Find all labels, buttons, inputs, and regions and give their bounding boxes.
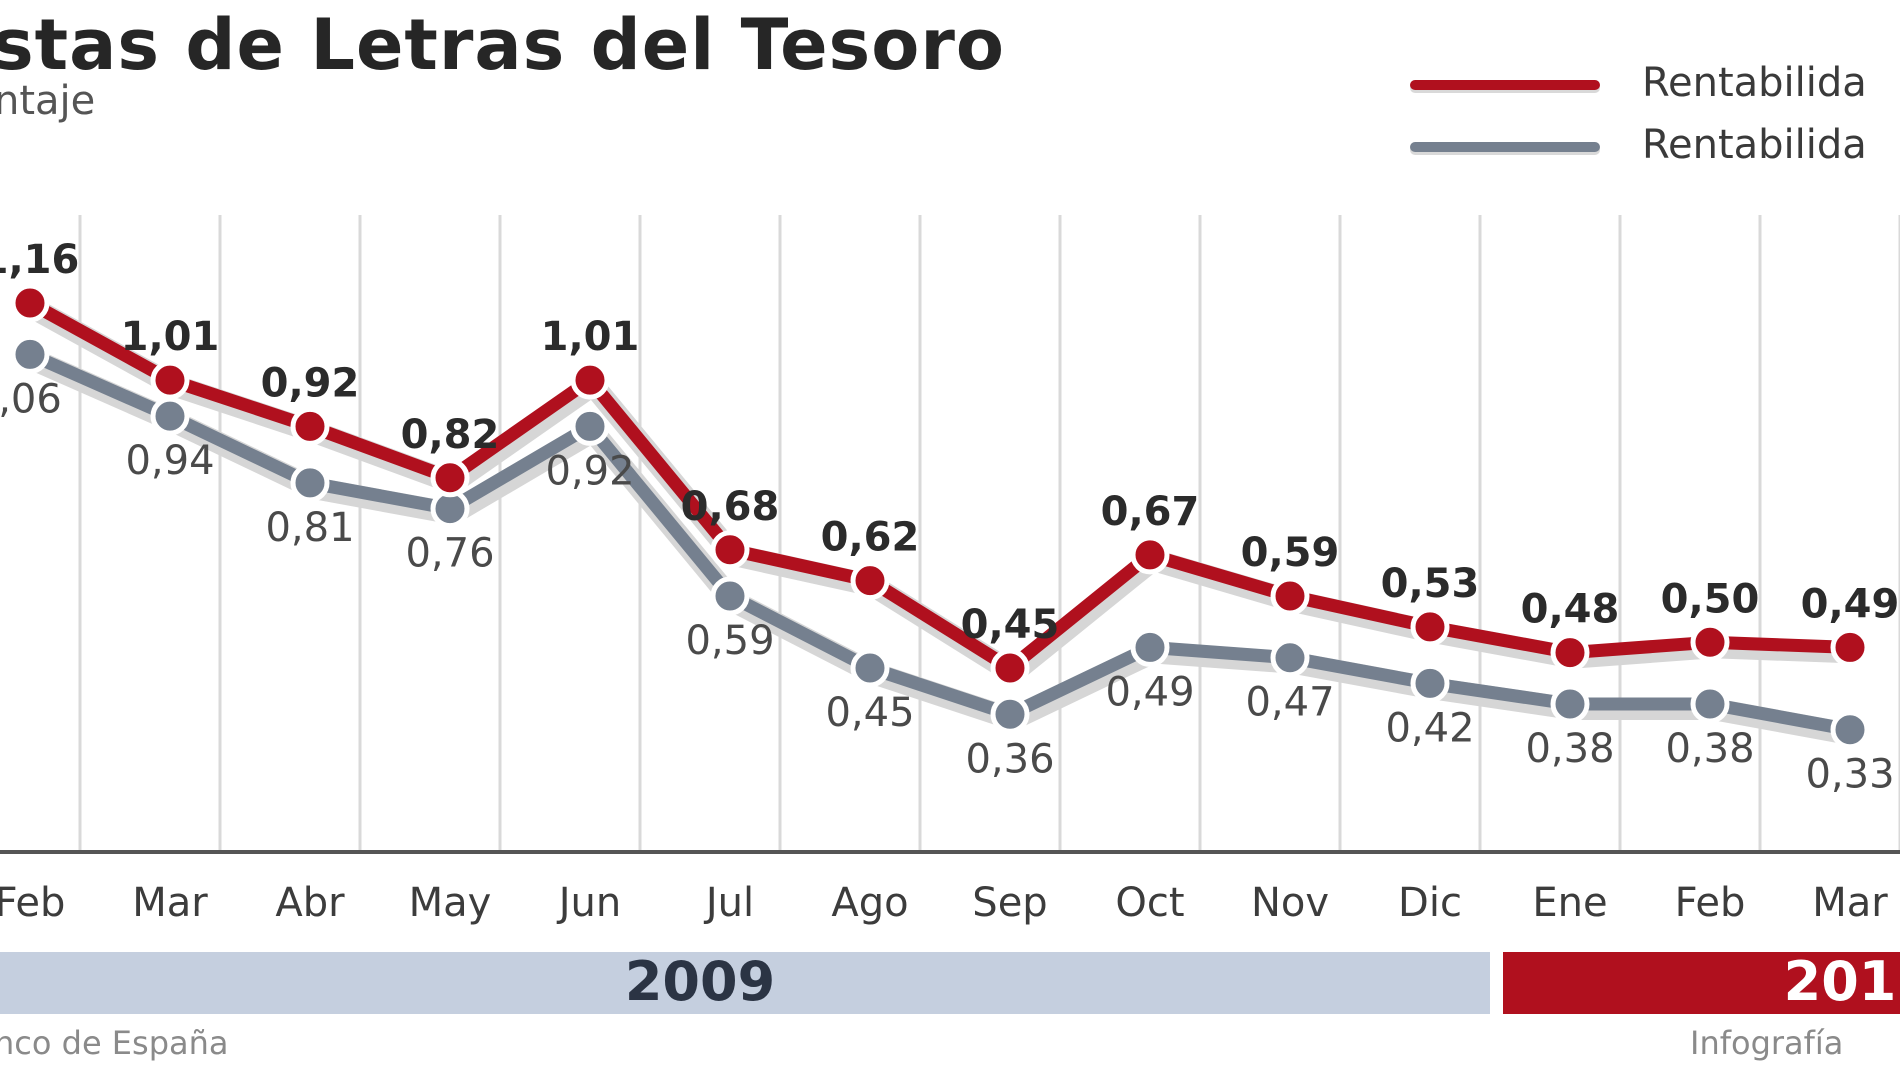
data-label: 1,16	[0, 237, 79, 283]
x-tick-label: Oct	[1115, 880, 1184, 926]
data-label: 0,82	[401, 412, 500, 458]
chart-title: stas de Letras del Tesoro	[0, 4, 1005, 86]
x-tick-label: Abr	[275, 880, 345, 926]
data-point	[290, 463, 330, 503]
data-point	[710, 576, 750, 616]
data-label: 0,67	[1101, 489, 1200, 535]
data-point	[1270, 576, 1310, 616]
data-point	[990, 694, 1030, 734]
year-bands: 2009 201	[0, 950, 1900, 1014]
data-label: 0,92	[261, 360, 360, 406]
x-tick-label: May	[409, 880, 492, 926]
data-point	[990, 648, 1030, 688]
data-point	[1130, 627, 1170, 667]
data-label: 1,01	[121, 314, 220, 360]
data-point	[1410, 663, 1450, 703]
data-label: 0,47	[1245, 680, 1334, 726]
data-point	[1550, 633, 1590, 673]
x-tick-label: Jun	[556, 880, 622, 926]
data-label: 0,38	[1525, 726, 1614, 772]
data-point	[150, 360, 190, 400]
year-label: 2009	[625, 950, 775, 1013]
chart-subtitle: ntaje	[0, 78, 96, 124]
data-point	[850, 648, 890, 688]
data-point	[1830, 627, 1870, 667]
legend-swatch-gray	[1410, 142, 1600, 152]
data-point	[1270, 638, 1310, 678]
year-band	[1503, 952, 1900, 1014]
data-label: 0,76	[405, 531, 494, 577]
x-tick-label: Ago	[831, 880, 908, 926]
data-label: 0,62	[821, 515, 920, 561]
x-tick-label: Mar	[132, 880, 208, 926]
data-point	[570, 406, 610, 446]
data-label: 0,33	[1805, 752, 1894, 798]
data-label: 0,38	[1665, 726, 1754, 772]
data-point	[1410, 607, 1450, 647]
x-tick-label: Feb	[0, 880, 65, 926]
data-point	[850, 561, 890, 601]
series-line	[23, 347, 1857, 737]
data-point	[290, 406, 330, 446]
year-label: 201	[1784, 950, 1897, 1013]
data-point	[1550, 684, 1590, 724]
legend-label: Rentabilida	[1642, 122, 1867, 168]
data-point	[1690, 684, 1730, 724]
x-tick-label: Jul	[703, 880, 754, 926]
data-label: 0,45	[825, 690, 914, 736]
x-axis-ticks: Feb Mar Abr May Jun Jul Ago Sep Oct Nov Dic Ene Feb M…	[0, 880, 1888, 926]
legend-swatch-red	[1410, 80, 1600, 90]
x-tick-label: Feb	[1675, 880, 1746, 926]
data-point	[1130, 535, 1170, 575]
data-point	[1690, 622, 1730, 662]
data-point	[10, 283, 50, 323]
data-label: 0,42	[1385, 705, 1474, 751]
data-label: 0,68	[681, 484, 780, 530]
data-label: 0,59	[1241, 530, 1340, 576]
data-label: 0,94	[125, 438, 214, 484]
data-label: 0,36	[965, 736, 1054, 782]
chart-series: ,06 0,94 0,81 0,76 0,92 0,59 0,45 0,36 0,49 0,47 0…	[0, 237, 1899, 798]
x-tick-label: Ene	[1532, 880, 1607, 926]
x-tick-label: Mar	[1812, 880, 1888, 926]
data-point	[150, 396, 190, 436]
data-label: ,06	[0, 376, 62, 422]
credit-note: Infografía	[1690, 1024, 1844, 1062]
data-point	[10, 334, 50, 374]
data-label: 0,48	[1521, 587, 1620, 633]
year-band	[0, 952, 1490, 1014]
chart-gridlines	[78, 215, 1900, 850]
x-tick-label: Nov	[1251, 880, 1329, 926]
data-label: 0,45	[961, 602, 1060, 648]
data-label: 0,53	[1381, 561, 1480, 607]
data-label: 0,50	[1661, 576, 1760, 622]
series-line	[23, 296, 1857, 675]
data-label: 0,59	[685, 618, 774, 664]
data-point	[430, 458, 470, 498]
data-label: 0,92	[545, 448, 634, 494]
source-note: nco de España	[0, 1024, 229, 1062]
data-label: 0,49	[1801, 581, 1900, 627]
x-tick-label: Dic	[1398, 880, 1462, 926]
data-point	[710, 530, 750, 570]
data-point	[570, 360, 610, 400]
data-point	[1830, 710, 1870, 750]
legend-label: Rentabilida	[1642, 60, 1867, 106]
data-label: 0,81	[265, 505, 354, 551]
data-label: 0,49	[1105, 669, 1194, 715]
data-label: 1,01	[541, 314, 640, 360]
x-tick-label: Sep	[972, 880, 1047, 926]
